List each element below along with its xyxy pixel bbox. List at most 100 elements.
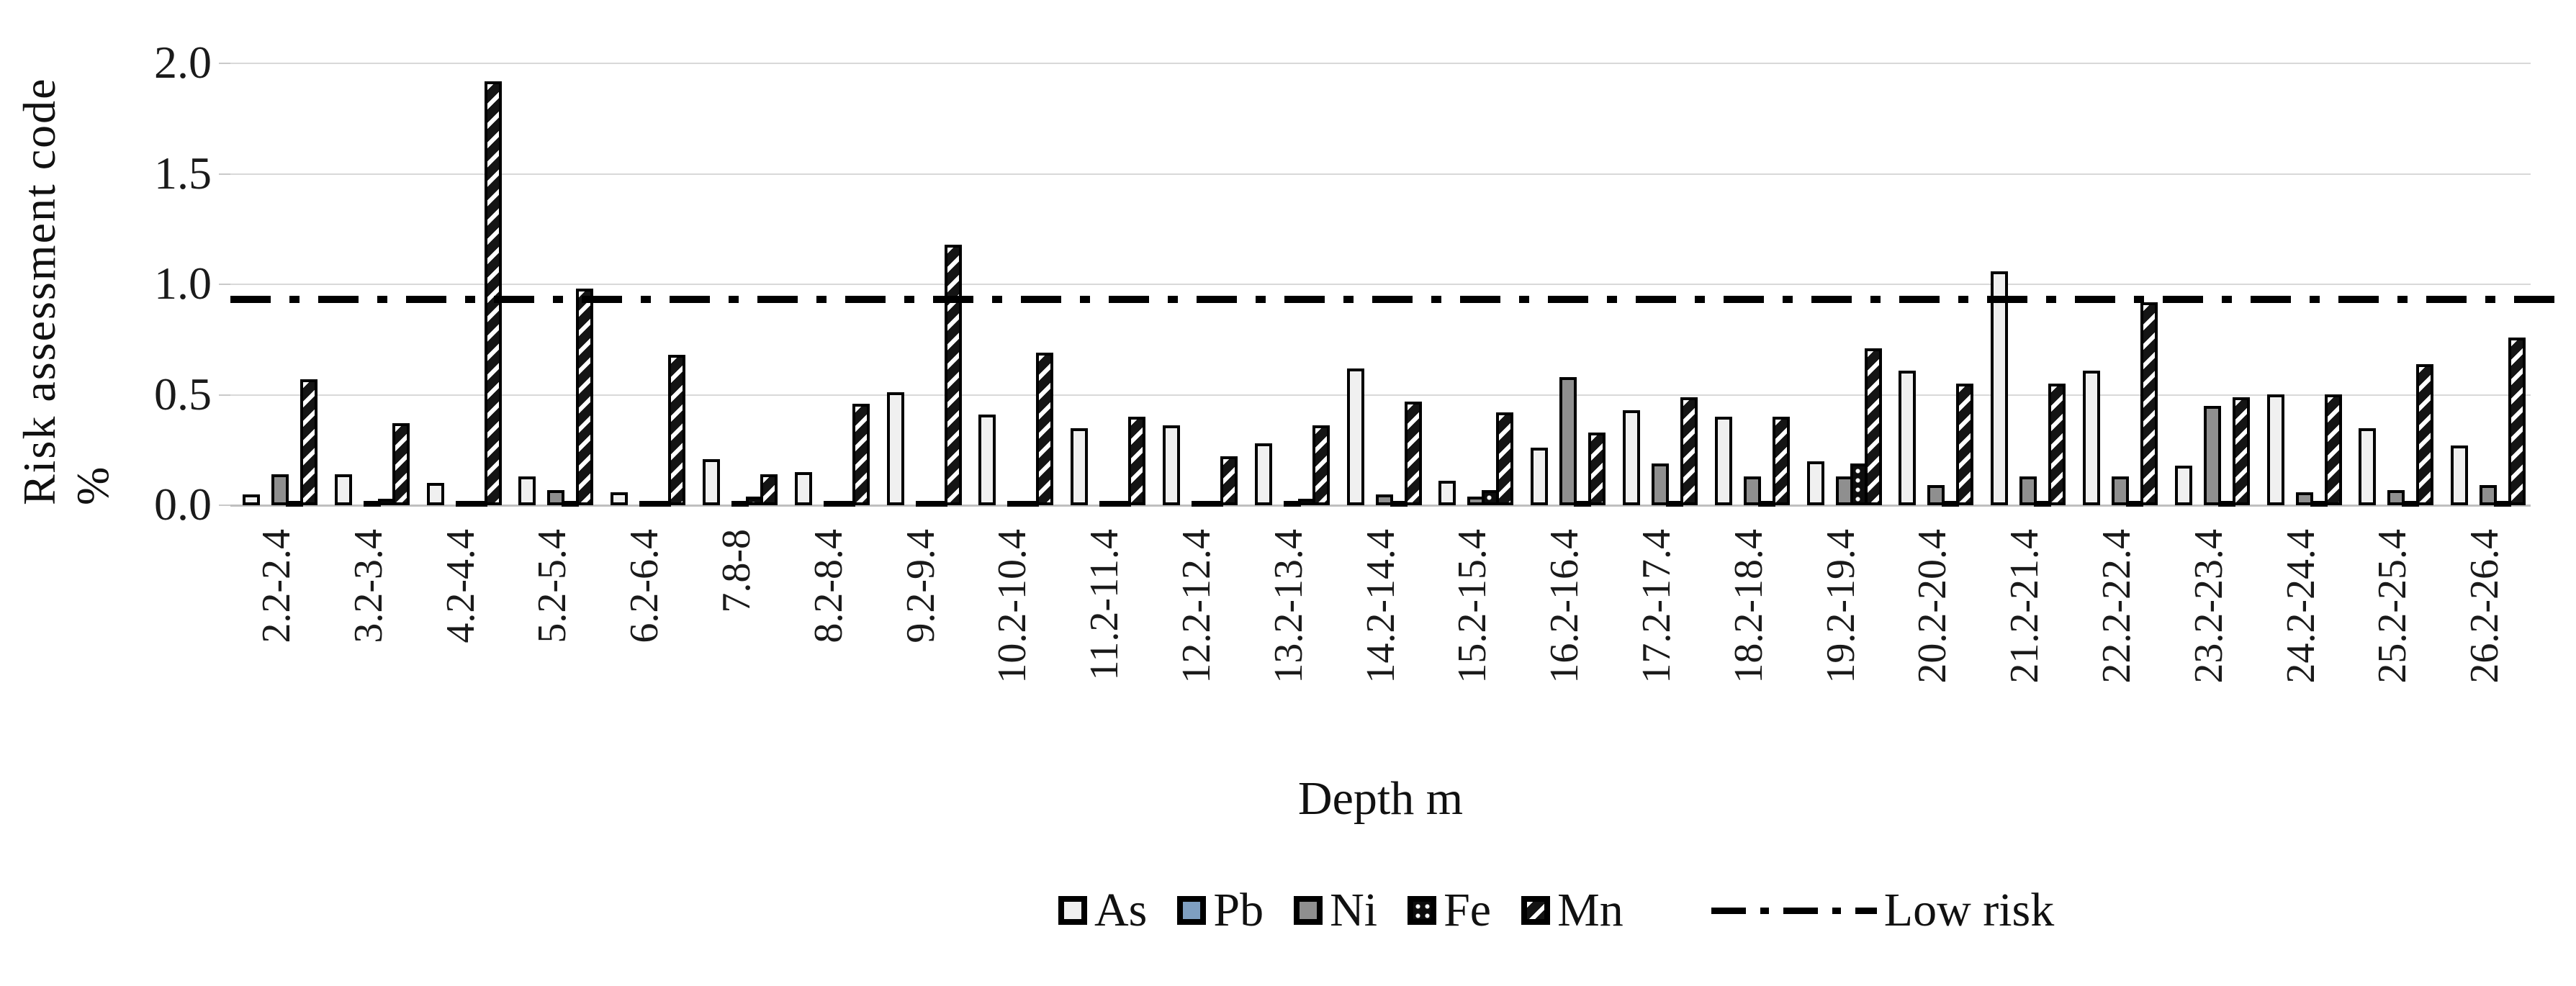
bar-Mn-23.2-23.4 bbox=[2233, 397, 2250, 505]
legend-swatch-Pb bbox=[1177, 896, 1207, 925]
x-tick-label-2.2-2.4: 2.2-2.4 bbox=[254, 529, 299, 643]
bar-Mn-13.2-13.4 bbox=[1312, 425, 1330, 505]
legend-label-Ni: Ni bbox=[1330, 884, 1378, 936]
x-tick-label-8.2-8.4: 8.2-8.4 bbox=[806, 529, 851, 643]
x-tick-label-16.2-16.4: 16.2-16.4 bbox=[1542, 529, 1587, 684]
bar-Ni-2.2-2.4 bbox=[271, 474, 289, 505]
legend-label-Fe: Fe bbox=[1444, 884, 1492, 936]
legend-item-low-risk: Low risk bbox=[1654, 887, 2054, 934]
bar-Ni-14.2-14.4 bbox=[1376, 494, 1393, 505]
bar-Mn-26.2-26.4 bbox=[2508, 338, 2526, 505]
bar-Ni-5.2-5.4 bbox=[547, 490, 564, 505]
x-tick-label-6.2-6.4: 6.2-6.4 bbox=[622, 529, 667, 643]
y-tick-mark bbox=[219, 173, 230, 175]
bar-As-2.2-2.4 bbox=[243, 494, 260, 505]
bar-As-15.2-15.4 bbox=[1438, 481, 1456, 505]
x-tick-label-13.2-13.4: 13.2-13.4 bbox=[1266, 529, 1311, 684]
y-tick-mark bbox=[219, 505, 230, 506]
gridline-y-0.5 bbox=[230, 394, 2531, 396]
bar-Mn-15.2-15.4 bbox=[1496, 412, 1513, 505]
bar-Ni-16.2-16.4 bbox=[1559, 377, 1577, 505]
bar-As-6.2-6.4 bbox=[611, 492, 628, 505]
bar-As-23.2-23.4 bbox=[2175, 466, 2192, 505]
x-tick-label-22.2-22.4: 22.2-22.4 bbox=[2094, 529, 2139, 684]
y-tick-label: 1.5 bbox=[154, 147, 212, 199]
bar-Mn-20.2-20.4 bbox=[1956, 384, 1973, 505]
legend-label-Mn: Mn bbox=[1557, 884, 1623, 936]
y-tick-mark bbox=[219, 394, 230, 396]
legend-item-As: As bbox=[1058, 887, 1147, 934]
bar-Fe-7.8-8 bbox=[746, 497, 763, 505]
bar-As-18.2-18.4 bbox=[1715, 417, 1732, 505]
legend-item-Ni: Ni bbox=[1294, 887, 1377, 934]
bar-Mn-5.2-5.4 bbox=[576, 289, 593, 505]
x-tick-label-20.2-20.4: 20.2-20.4 bbox=[1910, 529, 1955, 684]
bar-Mn-8.2-8.4 bbox=[852, 404, 870, 505]
x-tick-label-11.2-11.4: 11.2-11.4 bbox=[1082, 529, 1127, 681]
bar-As-3.2-3.4 bbox=[335, 474, 352, 505]
bar-As-20.2-20.4 bbox=[1899, 371, 1916, 505]
legend-swatch-As bbox=[1058, 896, 1087, 925]
x-tick-label-21.2-21.4: 21.2-21.4 bbox=[2002, 529, 2047, 684]
bar-Mn-16.2-16.4 bbox=[1588, 433, 1606, 505]
bar-As-24.2-24.4 bbox=[2267, 394, 2284, 505]
bar-As-17.2-17.4 bbox=[1623, 410, 1640, 505]
bar-Mn-6.2-6.4 bbox=[668, 355, 685, 505]
y-tick-mark bbox=[219, 63, 230, 64]
x-tick-label-18.2-18.4: 18.2-18.4 bbox=[1726, 529, 1771, 684]
y-axis-title: Risk assessment code % bbox=[14, 77, 118, 505]
x-tick-label-7.8-8: 7.8-8 bbox=[714, 529, 759, 613]
bar-Mn-11.2-11.4 bbox=[1128, 417, 1145, 505]
x-axis-title: Depth m bbox=[1297, 772, 1464, 825]
x-tick-label-4.2-4.4: 4.2-4.4 bbox=[438, 529, 483, 643]
x-tick-label-5.2-5.4: 5.2-5.4 bbox=[530, 529, 575, 643]
bar-As-16.2-16.4 bbox=[1531, 448, 1548, 505]
bar-Mn-14.2-14.4 bbox=[1405, 402, 1422, 505]
bar-Mn-2.2-2.4 bbox=[300, 379, 318, 505]
bar-As-21.2-21.4 bbox=[1991, 271, 2008, 505]
x-tick-label-24.2-24.4: 24.2-24.4 bbox=[2279, 529, 2323, 684]
bar-As-8.2-8.4 bbox=[795, 472, 812, 505]
bar-Ni-20.2-20.4 bbox=[1927, 485, 1945, 505]
y-tick-mark bbox=[219, 284, 230, 285]
bar-Mn-19.2-19.4 bbox=[1865, 348, 1882, 505]
bar-Mn-24.2-24.4 bbox=[2325, 394, 2342, 505]
bar-As-19.2-19.4 bbox=[1807, 461, 1824, 505]
bar-As-7.8-8 bbox=[703, 459, 720, 505]
x-tick-label-15.2-15.4: 15.2-15.4 bbox=[1450, 529, 1495, 684]
chart-legend: As Pb Ni Fe Mn Low risk bbox=[1058, 887, 2054, 934]
y-tick-label: 2.0 bbox=[154, 37, 212, 88]
bar-Mn-7.8-8 bbox=[760, 474, 778, 505]
legend-item-Pb: Pb bbox=[1177, 887, 1264, 934]
bar-As-9.2-9.4 bbox=[887, 392, 904, 505]
gridline-y-0.0 bbox=[230, 505, 2531, 507]
bar-Mn-22.2-22.4 bbox=[2140, 302, 2158, 505]
y-tick-label: 0.5 bbox=[154, 368, 212, 420]
gridline-y-1.0 bbox=[230, 284, 2531, 285]
bar-Ni-23.2-23.4 bbox=[2204, 406, 2221, 505]
bar-Ni-25.2-25.4 bbox=[2387, 490, 2405, 505]
bar-Ni-21.2-21.4 bbox=[2019, 476, 2037, 505]
x-tick-label-14.2-14.4: 14.2-14.4 bbox=[1359, 529, 1403, 684]
x-tick-label-25.2-25.4: 25.2-25.4 bbox=[2370, 529, 2415, 684]
bar-As-22.2-22.4 bbox=[2083, 371, 2100, 505]
x-tick-label-10.2-10.4: 10.2-10.4 bbox=[990, 529, 1035, 684]
legend-label-low-risk: Low risk bbox=[1883, 884, 2055, 936]
bar-Ni-17.2-17.4 bbox=[1652, 463, 1669, 505]
bar-Ni-24.2-24.4 bbox=[2296, 492, 2313, 505]
bar-Mn-10.2-10.4 bbox=[1036, 353, 1053, 505]
x-tick-label-3.2-3.4: 3.2-3.4 bbox=[346, 529, 391, 643]
bar-As-14.2-14.4 bbox=[1347, 368, 1364, 505]
bar-Mn-21.2-21.4 bbox=[2048, 384, 2066, 505]
legend-swatch-Ni bbox=[1294, 896, 1323, 925]
legend-label-As: As bbox=[1094, 884, 1148, 936]
x-tick-label-19.2-19.4: 19.2-19.4 bbox=[1819, 529, 1863, 684]
x-tick-label-9.2-9.4: 9.2-9.4 bbox=[899, 529, 943, 643]
bar-Mn-4.2-4.4 bbox=[485, 81, 502, 505]
bar-As-26.2-26.4 bbox=[2451, 445, 2468, 505]
bar-Mn-17.2-17.4 bbox=[1680, 397, 1698, 505]
gridline-y-2.0 bbox=[230, 63, 2531, 64]
legend-item-Mn: Mn bbox=[1521, 887, 1623, 934]
x-tick-label-26.2-26.4: 26.2-26.4 bbox=[2462, 529, 2507, 684]
